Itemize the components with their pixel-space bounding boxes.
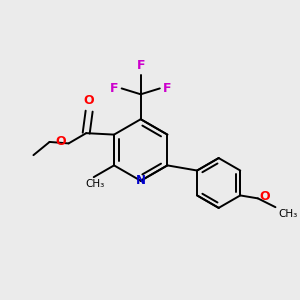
Text: F: F [163, 82, 171, 95]
Text: CH₃: CH₃ [278, 208, 298, 219]
Text: O: O [56, 135, 66, 148]
Text: O: O [259, 190, 270, 203]
Text: O: O [84, 94, 94, 107]
Text: F: F [136, 59, 145, 72]
Text: CH₃: CH₃ [85, 178, 105, 189]
Text: F: F [110, 82, 119, 95]
Text: N: N [136, 174, 146, 187]
